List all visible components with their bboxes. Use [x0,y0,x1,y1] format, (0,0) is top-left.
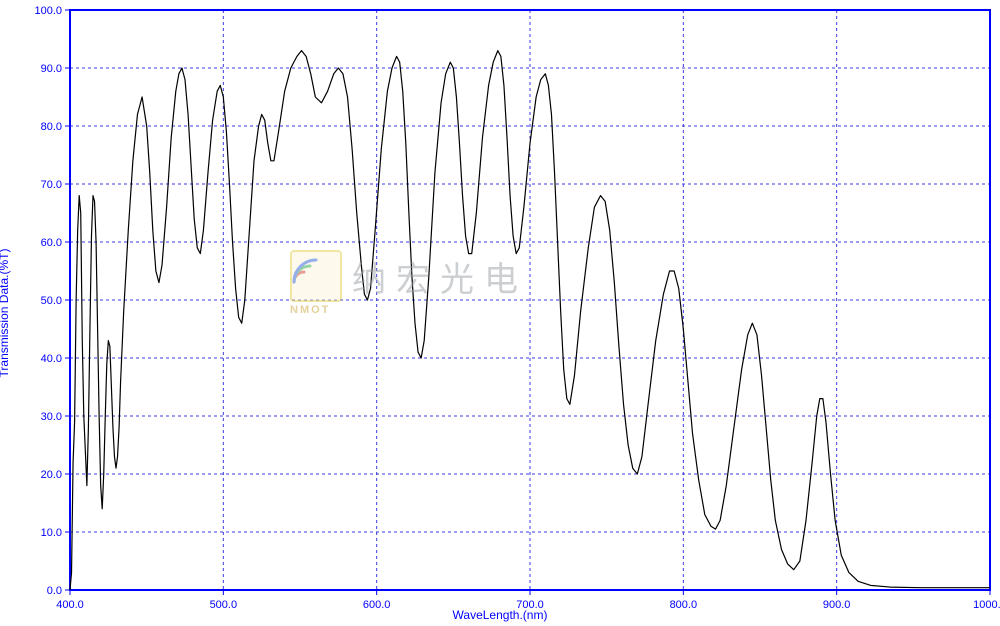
svg-text:900.0: 900.0 [823,599,851,611]
svg-text:90.0: 90.0 [41,63,62,75]
svg-text:400.0: 400.0 [56,599,84,611]
svg-text:700.0: 700.0 [516,599,544,611]
svg-text:40.0: 40.0 [41,353,62,365]
svg-text:500.0: 500.0 [210,599,238,611]
svg-text:100.0: 100.0 [34,5,62,17]
svg-text:20.0: 20.0 [41,469,62,481]
svg-text:800.0: 800.0 [670,599,698,611]
svg-text:80.0: 80.0 [41,121,62,133]
svg-text:30.0: 30.0 [41,411,62,423]
svg-text:1000.0: 1000.0 [973,599,1000,611]
chart-container: Transmission Data.(%T) WaveLength.(nm) 0… [0,0,1000,626]
svg-text:10.0: 10.0 [41,527,62,539]
svg-text:600.0: 600.0 [363,599,391,611]
svg-text:50.0: 50.0 [41,295,62,307]
spectrum-plot: 0.0 10.0 20.0 30.0 40.0 50.0 60.0 70.0 80.0 90.0 1… [0,0,1000,626]
svg-text:0.0: 0.0 [47,585,62,597]
svg-text:70.0: 70.0 [41,179,62,191]
svg-text:60.0: 60.0 [41,237,62,249]
